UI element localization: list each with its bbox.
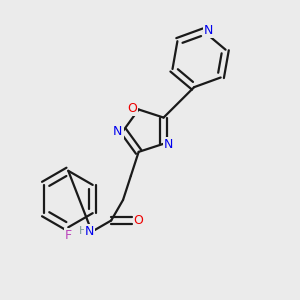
Text: N: N bbox=[164, 138, 174, 151]
Text: O: O bbox=[134, 214, 143, 227]
Text: H: H bbox=[79, 226, 88, 236]
Text: N: N bbox=[85, 225, 94, 238]
Text: N: N bbox=[204, 24, 213, 37]
Text: F: F bbox=[65, 229, 72, 242]
Text: N: N bbox=[113, 125, 123, 138]
Text: O: O bbox=[127, 102, 137, 116]
